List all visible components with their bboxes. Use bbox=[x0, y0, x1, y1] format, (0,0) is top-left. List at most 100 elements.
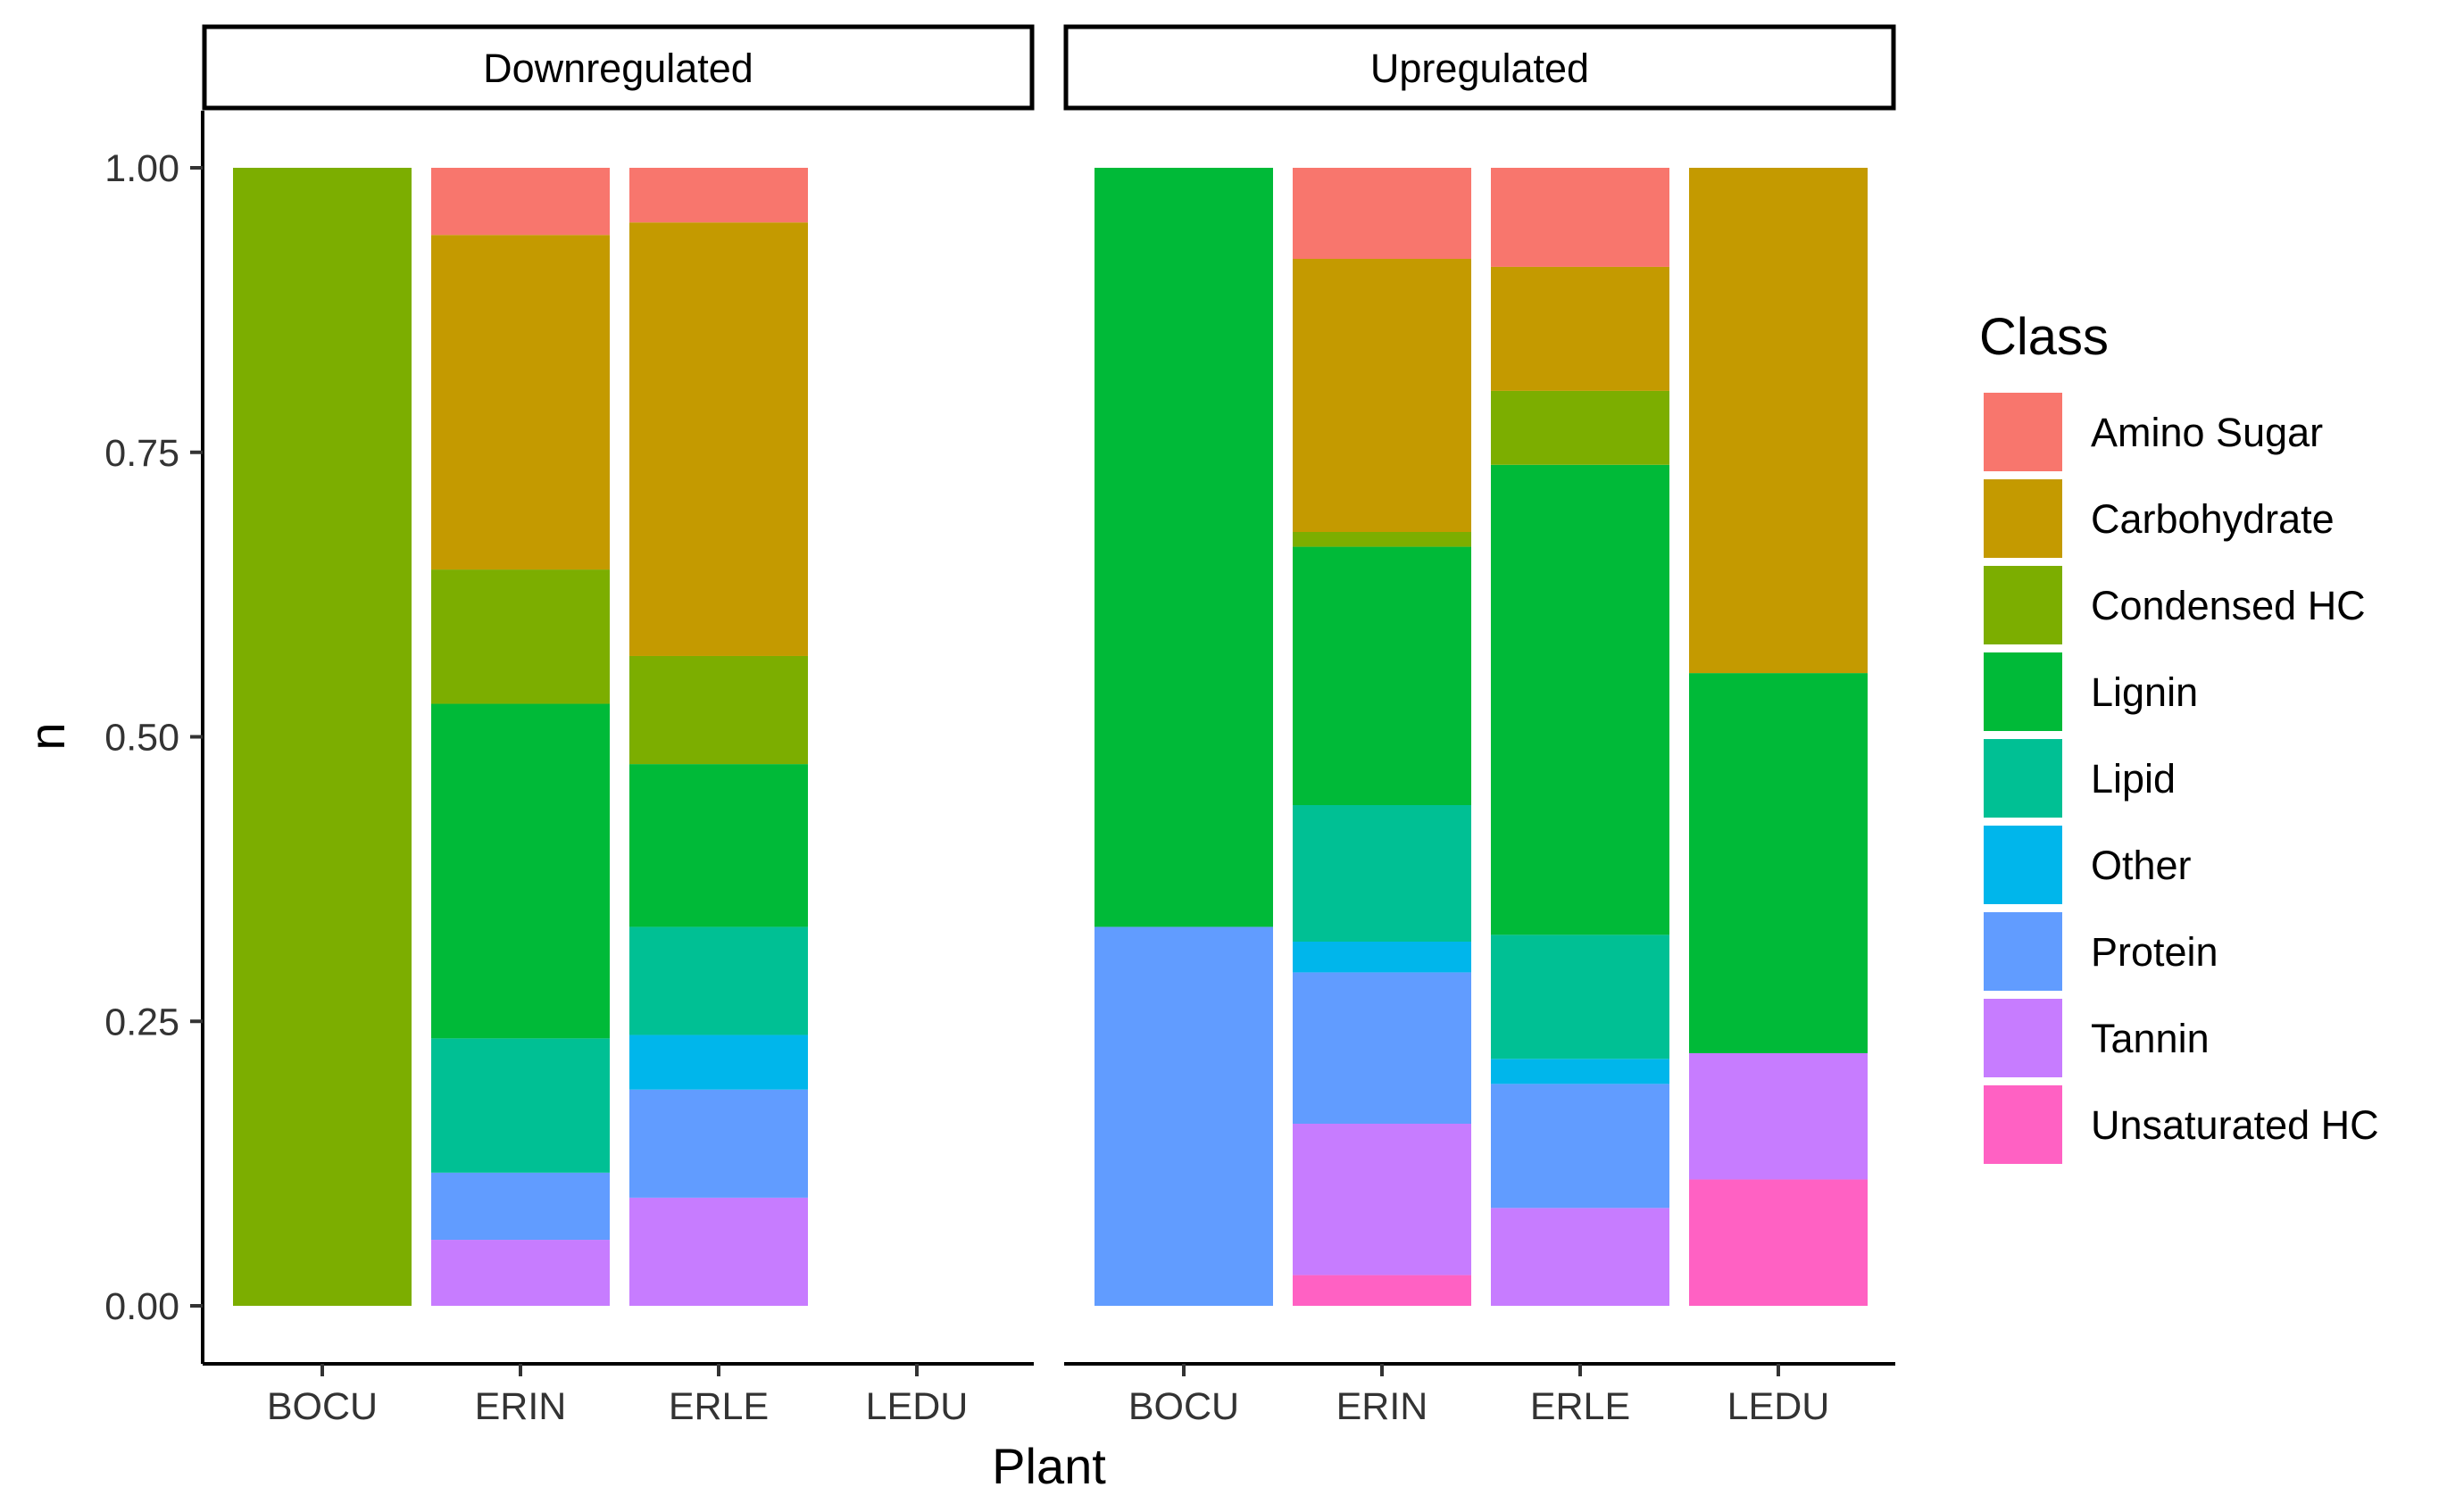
bar-segment-lignin bbox=[1689, 673, 1868, 1053]
x-tick-label: BOCU bbox=[1128, 1385, 1239, 1428]
legend-swatch bbox=[1984, 652, 2062, 731]
bar-segment-lignin bbox=[431, 703, 610, 1039]
bar-segment-lipid bbox=[1293, 805, 1471, 942]
legend-label: Lipid bbox=[2091, 756, 2176, 802]
bar-segment-condensed-hc bbox=[1491, 390, 1669, 465]
bar-segment-amino-sugar bbox=[1491, 168, 1669, 267]
legend-items: Amino Sugar Carbohydrate Condensed HC Ligni… bbox=[1984, 393, 2379, 1164]
legend-swatch bbox=[1984, 479, 2062, 558]
legend-swatch bbox=[1984, 739, 2062, 818]
legend-swatch bbox=[1984, 393, 2062, 471]
legend-label: Tannin bbox=[2091, 1016, 2210, 1061]
legend-label: Protein bbox=[2091, 929, 2218, 975]
x-tick-label: ERIN bbox=[475, 1385, 567, 1428]
bar-segment-condensed-hc bbox=[629, 655, 808, 765]
bar-bocu bbox=[233, 168, 412, 1306]
bar-segment-amino-sugar bbox=[431, 168, 610, 236]
bar-segment-protein bbox=[1491, 1084, 1669, 1209]
bar-segment-tannin bbox=[1491, 1208, 1669, 1306]
legend-item-lignin: Lignin bbox=[1984, 652, 2198, 731]
y-axis-title: n bbox=[19, 722, 75, 750]
legend-item-other: Other bbox=[1984, 826, 2192, 904]
legend-item-carbohydrate: Carbohydrate bbox=[1984, 479, 2335, 558]
legend-item-condensed-hc: Condensed HC bbox=[1984, 566, 2366, 644]
legend-label: Other bbox=[2091, 843, 2192, 888]
y-axis: 0.00 0.25 0.50 0.75 1.00 bbox=[104, 111, 204, 1364]
bar-erle bbox=[629, 168, 808, 1306]
y-tick-label: 0.50 bbox=[104, 717, 179, 760]
bar-segment-unsaturated-hc bbox=[1689, 1179, 1868, 1306]
bar-segment-condensed-hc bbox=[233, 168, 412, 1306]
legend-label: Unsaturated HC bbox=[2091, 1102, 2379, 1148]
y-tick-label: 0.25 bbox=[104, 1001, 179, 1043]
x-tick-label: ERLE bbox=[1530, 1385, 1630, 1428]
legend-item-tannin: Tannin bbox=[1984, 999, 2210, 1077]
x-tick-label: LEDU bbox=[866, 1385, 969, 1428]
legend-label: Condensed HC bbox=[2091, 583, 2366, 628]
facet-strip-label: Downregulated bbox=[483, 46, 753, 91]
bar-segment-tannin bbox=[1293, 1124, 1471, 1275]
bar-segment-carbohydrate bbox=[1293, 259, 1471, 532]
bar-segment-protein bbox=[1094, 926, 1273, 1306]
bar-segment-carbohydrate bbox=[1689, 168, 1868, 674]
legend-swatch bbox=[1984, 1085, 2062, 1164]
bar-erin bbox=[431, 168, 610, 1306]
bar-segment-lignin bbox=[629, 764, 808, 927]
y-tick-label: 1.00 bbox=[104, 147, 179, 190]
x-tick-label: ERIN bbox=[1336, 1385, 1428, 1428]
bar-ledu bbox=[1689, 168, 1868, 1306]
legend: Class Amino Sugar Carbohydrate Condensed H… bbox=[1979, 308, 2379, 1164]
bar-segment-amino-sugar bbox=[629, 168, 808, 223]
bar-segment-other bbox=[1491, 1059, 1669, 1084]
legend-title: Class bbox=[1979, 308, 2109, 366]
bar-segment-lignin bbox=[1293, 546, 1471, 805]
bar-segment-lipid bbox=[629, 926, 808, 1035]
panel-upregulated: Upregulated BOCU ERIN ERLE LEDU bbox=[1063, 24, 1896, 1428]
panel-downregulated: Downregulated BOCU ERIN ERLE LEDU bbox=[202, 24, 1035, 1428]
x-tick-label: BOCU bbox=[267, 1385, 378, 1428]
bar-segment-other bbox=[1293, 942, 1471, 973]
facet-strip bbox=[202, 24, 1035, 111]
y-tick-label: 0.00 bbox=[104, 1285, 179, 1328]
bar-segment-tannin bbox=[629, 1197, 808, 1306]
bar-segment-carbohydrate bbox=[431, 235, 610, 570]
bar-segment-condensed-hc bbox=[431, 569, 610, 704]
bar-segment-protein bbox=[431, 1172, 610, 1241]
facet-strip-label: Upregulated bbox=[1370, 46, 1589, 91]
legend-item-protein: Protein bbox=[1984, 912, 2218, 991]
bar-segment-amino-sugar bbox=[1293, 168, 1471, 259]
bar-segment-protein bbox=[1293, 972, 1471, 1124]
legend-swatch bbox=[1984, 999, 2062, 1077]
legend-label: Amino Sugar bbox=[2091, 410, 2323, 455]
bar-segment-lignin bbox=[1491, 464, 1669, 935]
x-tick-label: ERLE bbox=[669, 1385, 769, 1428]
bar-erle bbox=[1491, 168, 1669, 1306]
legend-swatch bbox=[1984, 826, 2062, 904]
x-axis-title: Plant bbox=[992, 1438, 1106, 1494]
bar-segment-lipid bbox=[1491, 935, 1669, 1059]
bar-segment-protein bbox=[629, 1089, 808, 1198]
bar-erin bbox=[1293, 168, 1471, 1306]
legend-item-lipid: Lipid bbox=[1984, 739, 2176, 818]
bar-segment-lipid bbox=[431, 1038, 610, 1173]
bar-segment-tannin bbox=[431, 1240, 610, 1306]
x-tick-label: LEDU bbox=[1727, 1385, 1830, 1428]
bar-segment-condensed-hc bbox=[1293, 532, 1471, 547]
legend-label: Carbohydrate bbox=[2091, 496, 2335, 542]
legend-swatch bbox=[1984, 912, 2062, 991]
legend-label: Lignin bbox=[2091, 669, 2198, 715]
legend-swatch bbox=[1984, 566, 2062, 644]
bar-segment-other bbox=[629, 1034, 808, 1090]
y-tick-label: 0.75 bbox=[104, 432, 179, 475]
legend-item-unsaturated-hc: Unsaturated HC bbox=[1984, 1085, 2379, 1164]
bar-bocu bbox=[1094, 168, 1273, 1306]
bar-segment-carbohydrate bbox=[1491, 266, 1669, 391]
bar-segment-carbohydrate bbox=[629, 222, 808, 656]
bar-segment-tannin bbox=[1689, 1052, 1868, 1180]
legend-item-amino-sugar: Amino Sugar bbox=[1984, 393, 2323, 471]
bar-segment-lignin bbox=[1094, 168, 1273, 927]
facet-strip bbox=[1063, 24, 1896, 111]
bar-segment-unsaturated-hc bbox=[1293, 1275, 1471, 1306]
